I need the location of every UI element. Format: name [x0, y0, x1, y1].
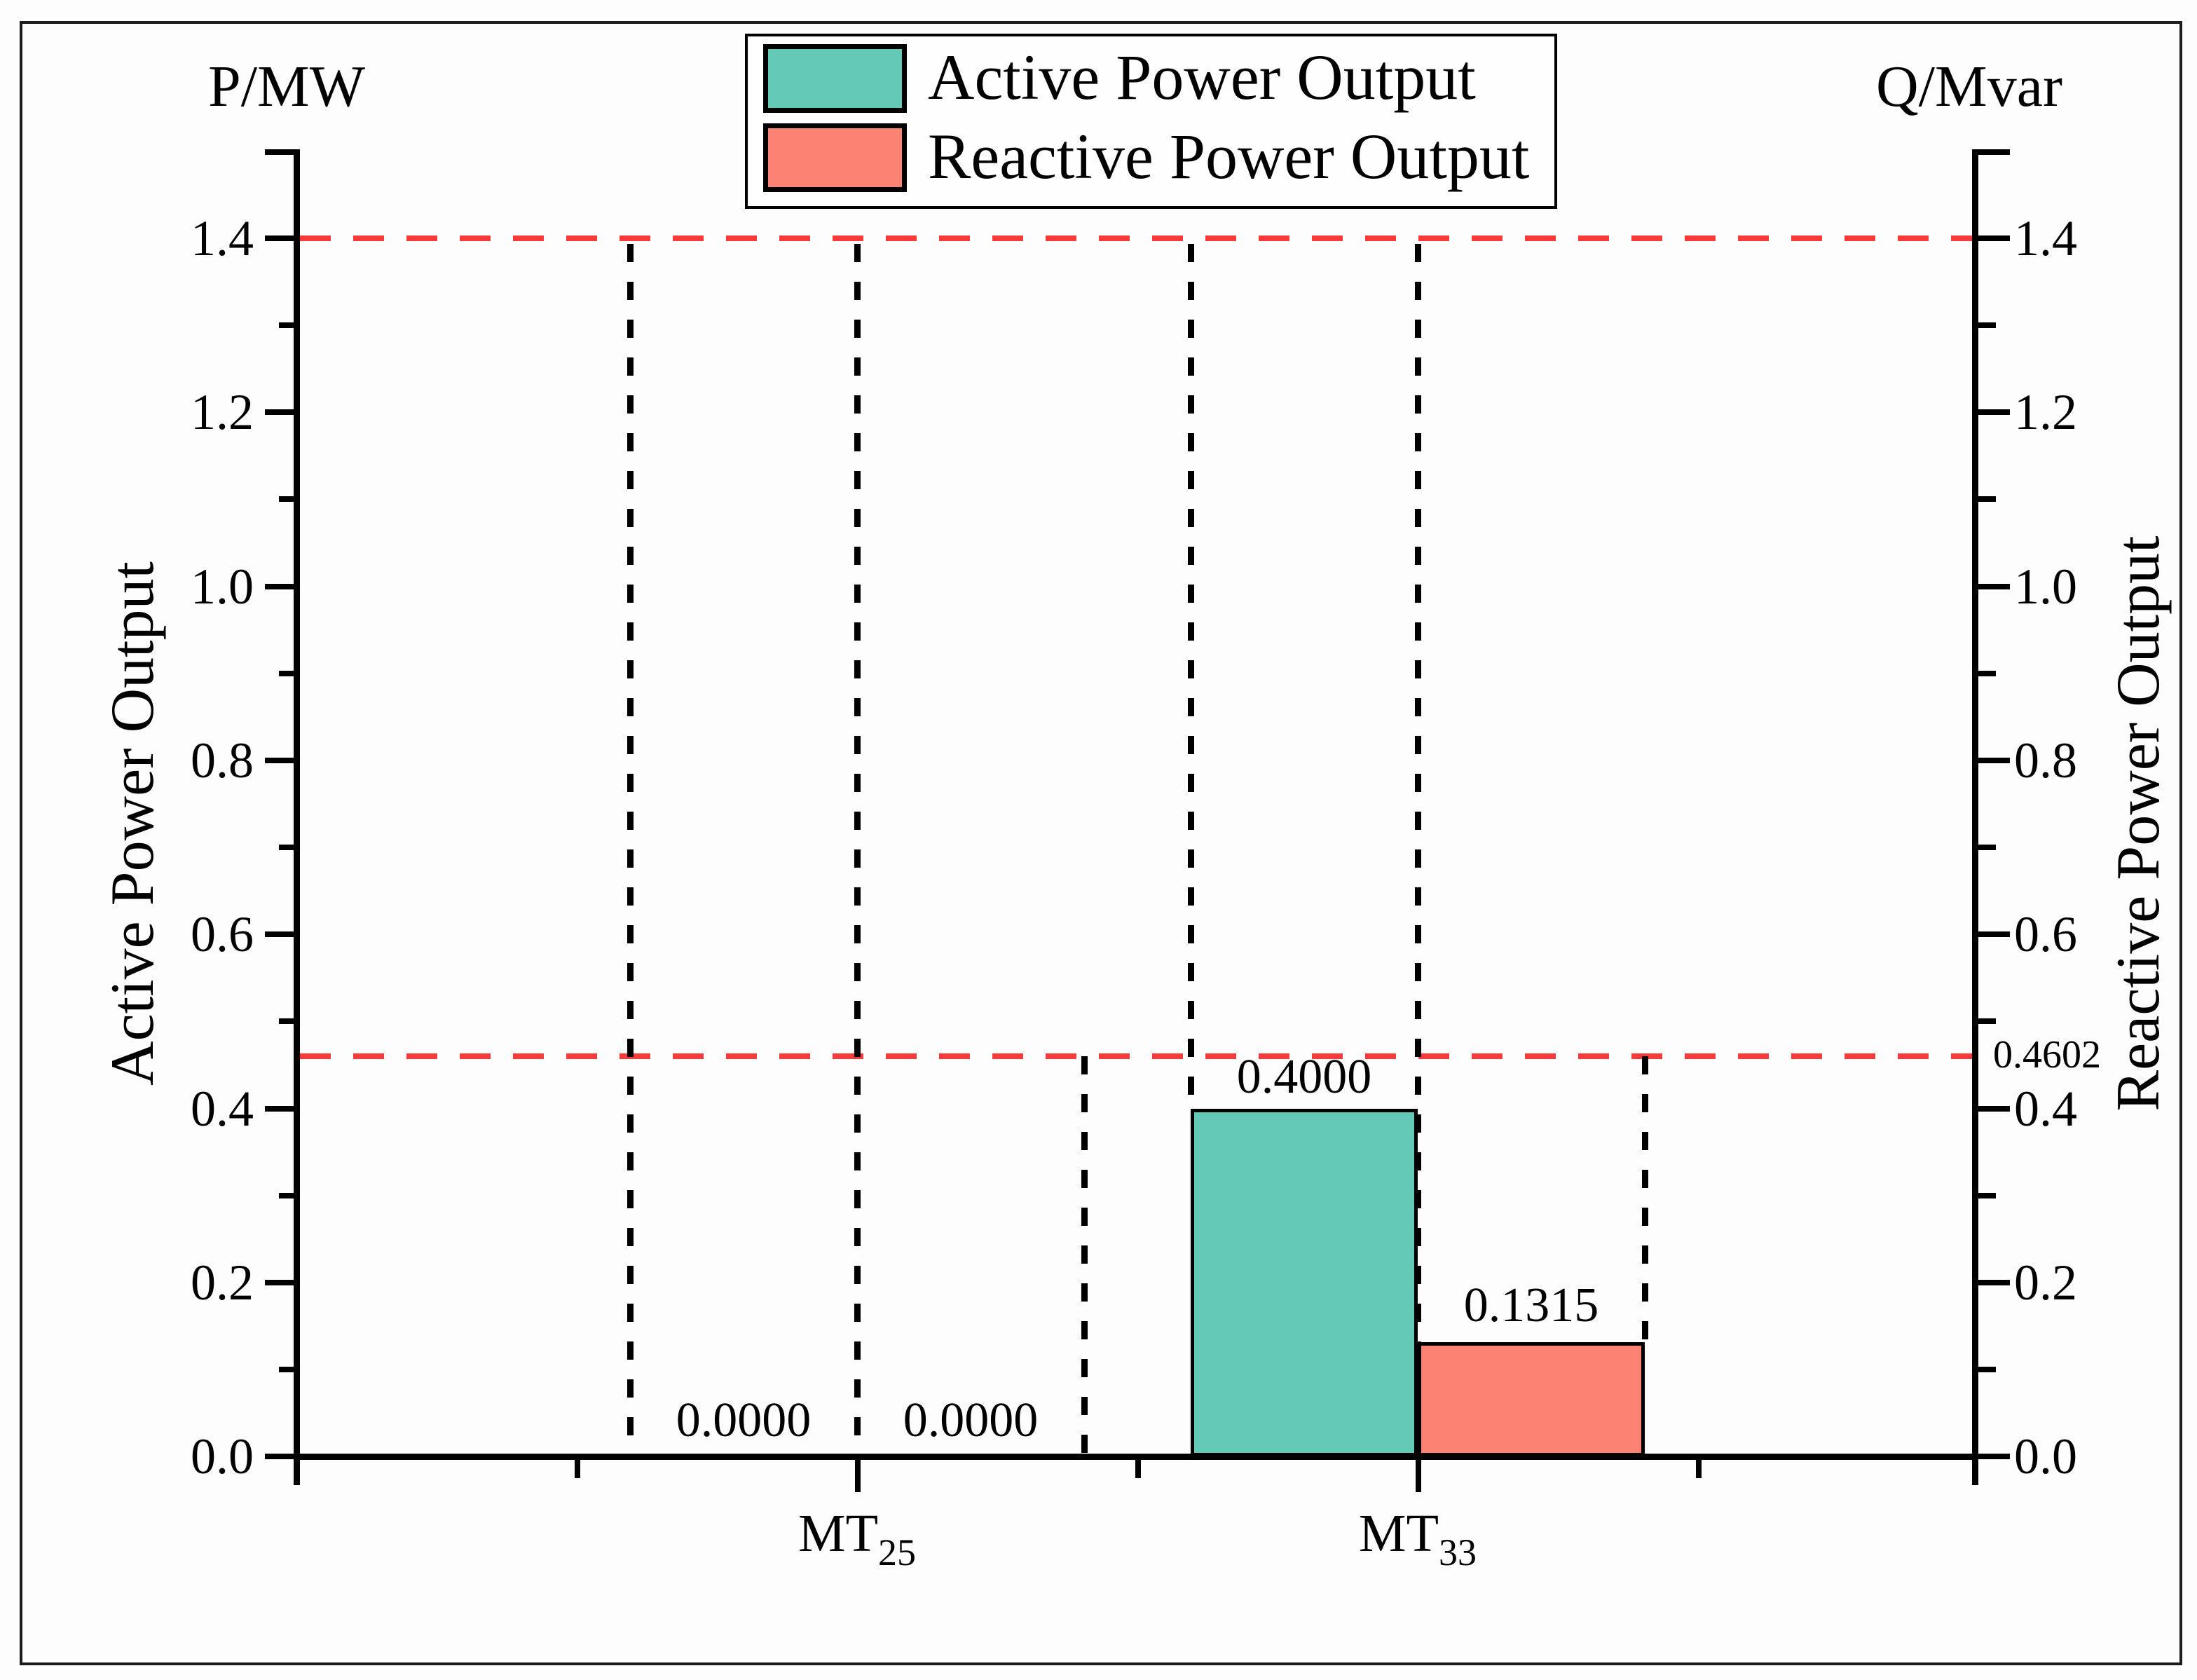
left-axis-major-tick — [265, 235, 296, 241]
legend-label-reactive-power: Reactive Power Output — [928, 121, 1530, 192]
bar-mt33-active-power — [1191, 1109, 1418, 1456]
left-tick-label: 1.0 — [191, 559, 254, 615]
left-axis-major-tick — [265, 1280, 296, 1285]
right-axis-minor-tick — [1978, 1018, 1996, 1024]
bound-line-mt33-reactive-right — [1642, 1056, 1648, 1342]
figure-border — [20, 21, 2182, 1665]
left-tick-label: 0.6 — [191, 906, 254, 962]
value-label-mt33-reactive: 0.1315 — [1463, 1278, 1599, 1332]
legend-swatch-reactive-power — [763, 123, 907, 192]
right-tick-label: 0.2 — [2014, 1255, 2077, 1311]
left-tick-label: 0.0 — [191, 1428, 254, 1484]
value-label-mt33-active: 0.4000 — [1236, 1050, 1372, 1104]
left-tick-label: 0.8 — [191, 732, 254, 788]
right-tick-label: 0.0 — [2014, 1428, 2077, 1484]
right-tick-label: 1.4 — [2014, 210, 2077, 266]
left-axis-minor-tick — [279, 845, 296, 850]
left-axis-unit-label: P/MW — [207, 54, 366, 119]
bound-line-mt33-active-left — [1188, 244, 1194, 1109]
left-axis-major-tick — [265, 1106, 296, 1112]
right-tick-label: 1.0 — [2014, 559, 2077, 615]
left-axis-minor-tick — [279, 671, 296, 676]
left-axis-tick-top-cap — [265, 149, 296, 155]
left-tick-label: 0.4 — [191, 1081, 254, 1137]
right-axis-major-tick — [1978, 1106, 2010, 1112]
right-axis-line — [1972, 149, 1978, 1485]
reference-value-label: 0.4602 — [1993, 1033, 2101, 1077]
left-tick-label: 0.2 — [191, 1255, 254, 1311]
right-axis-major-tick — [1978, 931, 2010, 937]
left-axis-minor-tick — [279, 496, 296, 502]
right-tick-label: 0.4 — [2014, 1081, 2077, 1137]
bound-line-mt25-center — [854, 244, 861, 1456]
right-axis-major-tick — [1978, 235, 2010, 241]
right-axis-major-tick — [1978, 1280, 2010, 1285]
left-axis-major-tick — [265, 758, 296, 763]
left-axis-title: Active Power Output — [99, 561, 167, 1086]
right-tick-label: 0.8 — [2014, 732, 2077, 788]
bound-line-mt25-reactive-right — [1081, 1056, 1088, 1456]
category-subscript: 33 — [1439, 1531, 1477, 1573]
right-axis-minor-tick — [1978, 845, 1996, 850]
value-label-mt25-reactive: 0.0000 — [903, 1393, 1039, 1447]
bound-line-mt33-center — [1415, 244, 1421, 1342]
left-axis-major-tick — [265, 409, 296, 415]
right-axis-minor-tick — [1978, 1367, 1996, 1372]
bound-line-mt25-active-left — [627, 244, 634, 1456]
right-tick-label: 1.2 — [2014, 384, 2077, 440]
right-axis-major-tick — [1978, 758, 2010, 763]
x-category-label-mt33: MT33 — [1278, 1503, 1558, 1583]
x-axis-minor-tick — [575, 1460, 580, 1478]
x-axis-line — [294, 1454, 1978, 1460]
left-tick-label: 1.4 — [191, 210, 254, 266]
value-label-mt25-active: 0.0000 — [676, 1393, 812, 1447]
left-axis-major-tick — [265, 931, 296, 937]
x-axis-minor-tick — [1696, 1460, 1702, 1478]
left-tick-label: 1.2 — [191, 384, 254, 440]
right-axis-minor-tick — [1978, 322, 1996, 328]
left-axis-line — [294, 149, 300, 1485]
legend-swatch-active-power — [763, 44, 907, 113]
x-axis-major-tick-mt33 — [1416, 1460, 1421, 1492]
right-tick-label: 0.6 — [2014, 906, 2077, 962]
left-axis-minor-tick — [279, 1193, 296, 1198]
category-subscript: 25 — [878, 1531, 916, 1573]
right-axis-major-tick — [1978, 584, 2010, 589]
right-axis-major-tick — [1978, 409, 2010, 415]
right-axis-title: Reactive Power Output — [2104, 535, 2172, 1112]
x-axis-major-tick-mt25 — [855, 1460, 861, 1492]
reference-line-q-limit — [300, 1053, 1972, 1059]
category-base: MT — [798, 1504, 878, 1563]
x-axis-minor-tick — [1135, 1460, 1141, 1478]
left-axis-major-tick — [265, 584, 296, 589]
right-axis-minor-tick — [1978, 496, 1996, 502]
right-axis-tick-top-cap — [1978, 149, 2010, 155]
left-axis-minor-tick — [279, 1018, 296, 1024]
right-axis-minor-tick — [1978, 1193, 1996, 1198]
reference-line-p-limit — [300, 235, 1972, 241]
bar-mt33-reactive-power — [1418, 1342, 1645, 1456]
left-axis-minor-tick — [279, 1367, 296, 1372]
right-axis-minor-tick — [1978, 671, 1996, 676]
right-axis-unit-label: Q/Mvar — [1876, 54, 2062, 119]
left-axis-minor-tick — [279, 322, 296, 328]
category-base: MT — [1359, 1504, 1439, 1563]
right-axis-major-tick — [1978, 1454, 2010, 1459]
left-axis-major-tick — [265, 1454, 296, 1459]
legend-label-active-power: Active Power Output — [928, 41, 1476, 113]
legend: Active Power Output Reactive Power Outpu… — [745, 34, 1557, 209]
x-category-label-mt25: MT25 — [717, 1503, 997, 1583]
